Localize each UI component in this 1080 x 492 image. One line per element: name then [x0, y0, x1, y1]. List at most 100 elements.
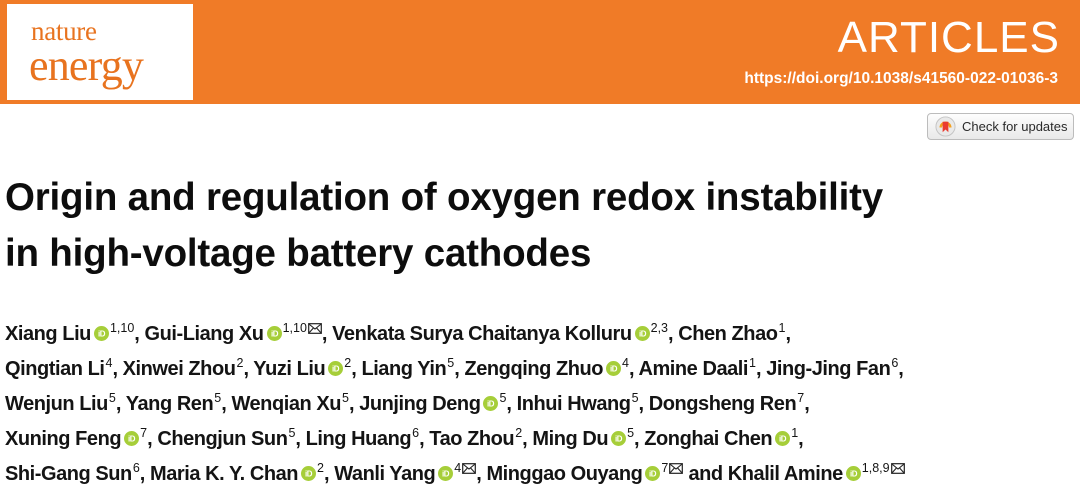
affiliation-marker[interactable]: 5: [342, 391, 349, 405]
affiliation-marker[interactable]: 5: [108, 391, 116, 405]
author-name[interactable]: Chen Zhao: [678, 323, 778, 345]
affiliation-marker[interactable]: 4: [105, 356, 113, 370]
affiliation-marker[interactable]: 1: [749, 356, 756, 370]
check-for-updates-button[interactable]: Check for updates: [927, 113, 1074, 140]
author-name[interactable]: Wenjun Liu: [5, 393, 108, 415]
orcid-icon[interactable]: iD: [611, 431, 627, 446]
orcid-icon[interactable]: iD: [266, 326, 282, 341]
author-name[interactable]: Khalil Amine: [727, 463, 843, 485]
article-type-label: ARTICLES: [837, 13, 1060, 62]
orcid-icon[interactable]: iD: [645, 466, 661, 481]
affiliation-marker[interactable]: 2: [515, 426, 523, 440]
author-name[interactable]: Maria K. Y. Chan: [150, 463, 299, 485]
affiliation-marker[interactable]: 7: [797, 391, 805, 405]
svg-text:iD: iD: [271, 330, 279, 339]
affiliation-marker[interactable]: 6: [891, 356, 899, 370]
author-name[interactable]: Wanli Yang: [334, 463, 436, 485]
affiliation-marker[interactable]: 5: [214, 391, 222, 405]
author-name[interactable]: Dongsheng Ren: [648, 393, 797, 415]
affiliation-marker[interactable]: 5: [447, 356, 455, 370]
author-separator: ,: [134, 323, 145, 345]
author-name[interactable]: Ming Du: [532, 428, 609, 450]
svg-text:iD: iD: [610, 365, 618, 374]
affiliation-marker[interactable]: 1,10: [282, 321, 307, 335]
author-name[interactable]: Xuning Feng: [5, 428, 122, 450]
author-name[interactable]: Chengjun Sun: [157, 428, 288, 450]
author-line: Shi-Gang Sun6, Maria K. Y. Chan iD 2, Wanl…: [5, 451, 1077, 486]
author-name[interactable]: Qingtian Li: [5, 358, 105, 380]
author-line: Wenjun Liu5, Yang Ren5, Wenqian Xu5, Jun…: [5, 381, 1077, 416]
orcid-icon[interactable]: iD: [845, 466, 861, 481]
envelope-icon[interactable]: [890, 463, 905, 474]
author-separator: ,: [755, 358, 767, 380]
orcid-icon[interactable]: iD: [606, 361, 622, 376]
author-separator: ,: [638, 393, 649, 415]
affiliation-marker[interactable]: 5: [499, 391, 507, 405]
author-name[interactable]: Junjing Deng: [359, 393, 481, 415]
affiliation-marker[interactable]: 5: [288, 426, 296, 440]
author-name[interactable]: Yang Ren: [125, 393, 214, 415]
orcid-icon[interactable]: iD: [328, 361, 344, 376]
orcid-icon[interactable]: iD: [775, 431, 791, 446]
author-separator: ,: [898, 358, 904, 380]
affiliation-marker[interactable]: 1: [791, 426, 799, 440]
author-line: Xiang Liu iD 1,10, Gui-Liang Xu iD 1,10, Ven…: [5, 311, 1077, 346]
envelope-icon[interactable]: [462, 463, 477, 474]
author-name[interactable]: Gui-Liang Xu: [144, 323, 264, 345]
author-name[interactable]: Ling Huang: [305, 428, 412, 450]
nature-energy-logo[interactable]: nature energy: [7, 4, 193, 100]
orcid-icon[interactable]: iD: [124, 431, 140, 446]
orcid-icon[interactable]: iD: [301, 466, 317, 481]
check-for-updates-label: Check for updates: [962, 119, 1068, 134]
check-for-updates-bookmark-icon: [935, 116, 956, 137]
affiliation-marker[interactable]: 2,3: [650, 321, 669, 335]
logo-word-bottom: energy: [29, 41, 144, 90]
author-separator: ,: [628, 358, 639, 380]
orcid-icon[interactable]: iD: [483, 396, 499, 411]
svg-text:iD: iD: [615, 435, 623, 444]
affiliation-marker[interactable]: 4: [622, 356, 629, 370]
svg-text:iD: iD: [332, 365, 340, 374]
title-line-1: Origin and regulation of oxygen redox in…: [5, 176, 883, 219]
envelope-icon[interactable]: [308, 323, 322, 334]
author-name[interactable]: Inhui Hwang: [516, 393, 631, 415]
affiliation-marker[interactable]: 5: [631, 391, 639, 405]
envelope-icon[interactable]: [669, 463, 684, 474]
author-name[interactable]: Jing-Jing Fan: [766, 358, 891, 380]
affiliation-marker[interactable]: 2: [317, 461, 324, 475]
svg-text:iD: iD: [442, 470, 450, 479]
orcid-icon[interactable]: iD: [93, 326, 109, 341]
author-name[interactable]: Amine Daali: [638, 358, 749, 380]
author-name[interactable]: Yuzi Liu: [253, 358, 326, 380]
affiliation-marker[interactable]: 7: [661, 461, 669, 475]
affiliation-marker[interactable]: 1,8,9: [861, 461, 890, 475]
author-name[interactable]: Zengqing Zhuo: [464, 358, 604, 380]
author-name[interactable]: Xiang Liu: [5, 323, 91, 345]
orcid-icon[interactable]: iD: [634, 326, 650, 341]
orcid-icon[interactable]: iD: [438, 466, 454, 481]
author-name[interactable]: Venkata Surya Chaitanya Kolluru: [332, 323, 632, 345]
author-name[interactable]: Tao Zhou: [429, 428, 515, 450]
affiliation-marker[interactable]: 4: [454, 461, 462, 475]
affiliation-marker[interactable]: 6: [132, 461, 140, 475]
affiliation-marker[interactable]: 1: [778, 321, 786, 335]
author-separator: ,: [668, 323, 679, 345]
author-name[interactable]: Wenqian Xu: [231, 393, 342, 415]
author-separator: ,: [324, 463, 335, 485]
affiliation-marker[interactable]: 2: [344, 356, 352, 370]
svg-text:iD: iD: [305, 470, 313, 479]
author-name[interactable]: Xinwei Zhou: [122, 358, 236, 380]
author-name[interactable]: Zonghai Chen: [644, 428, 773, 450]
author-name[interactable]: Minggao Ouyang: [486, 463, 643, 485]
affiliation-marker[interactable]: 1,10: [109, 321, 135, 335]
author-name[interactable]: Liang Yin: [361, 358, 447, 380]
author-separator: ,: [348, 393, 360, 415]
affiliation-marker[interactable]: 7: [140, 426, 148, 440]
affiliation-marker[interactable]: 5: [627, 426, 635, 440]
author-name[interactable]: Shi-Gang Sun: [5, 463, 132, 485]
author-separator: ,: [506, 393, 517, 415]
affiliation-marker[interactable]: 2: [236, 356, 244, 370]
affiliation-marker[interactable]: 6: [412, 426, 420, 440]
author-line: Qingtian Li4, Xinwei Zhou2, Yuzi Liu iD 2,…: [5, 346, 1077, 381]
doi-link[interactable]: https://doi.org/10.1038/s41560-022-01036…: [744, 70, 1058, 87]
